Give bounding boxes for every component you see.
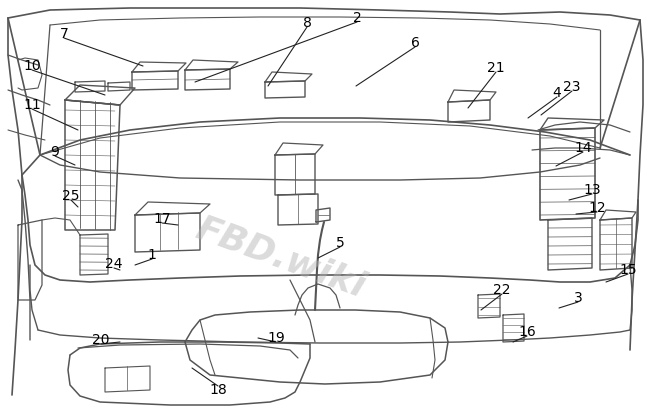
Text: 24: 24 — [105, 257, 123, 271]
Text: 13: 13 — [583, 183, 601, 197]
Text: 16: 16 — [518, 325, 536, 339]
Text: 25: 25 — [62, 189, 80, 203]
Text: 9: 9 — [51, 145, 59, 159]
Text: 23: 23 — [564, 80, 580, 94]
Text: 14: 14 — [574, 141, 592, 155]
Text: 21: 21 — [488, 61, 505, 75]
Text: 5: 5 — [335, 236, 345, 250]
Text: 22: 22 — [493, 283, 511, 297]
Text: 19: 19 — [267, 331, 285, 345]
Text: 12: 12 — [588, 201, 606, 215]
Text: FBD.wiki: FBD.wiki — [190, 212, 369, 305]
Text: 18: 18 — [209, 383, 227, 397]
Text: 11: 11 — [23, 98, 41, 112]
Text: 15: 15 — [619, 263, 637, 277]
Text: 17: 17 — [153, 212, 171, 226]
Text: 20: 20 — [92, 333, 110, 347]
Text: 10: 10 — [23, 59, 41, 73]
Text: 1: 1 — [148, 248, 157, 262]
Text: 6: 6 — [411, 36, 419, 50]
Text: 3: 3 — [573, 291, 582, 305]
Text: 8: 8 — [302, 16, 311, 30]
Text: 7: 7 — [60, 27, 68, 41]
Text: 2: 2 — [352, 11, 361, 25]
Text: 4: 4 — [552, 86, 562, 100]
